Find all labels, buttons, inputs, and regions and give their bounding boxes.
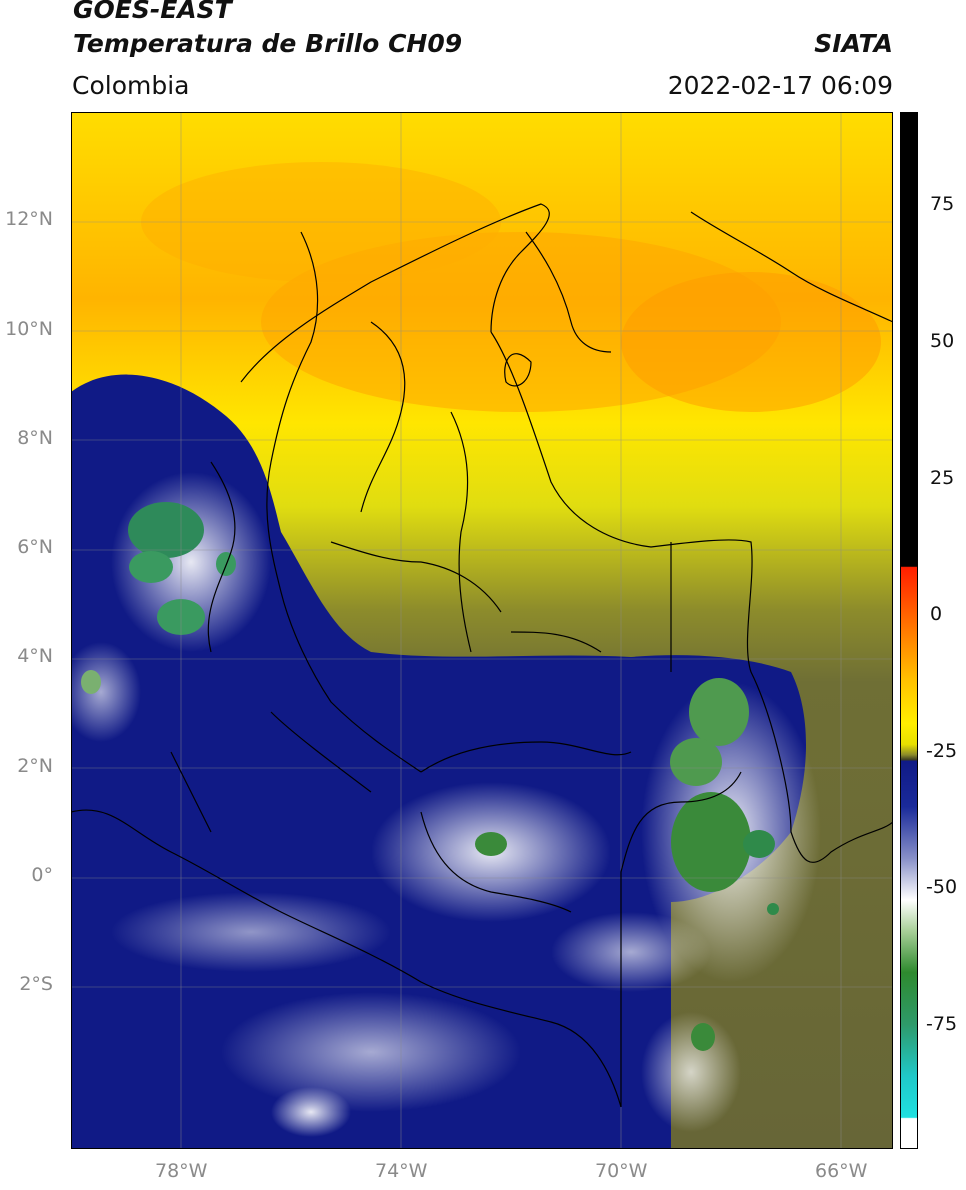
colorbar-tick-label: 50: [930, 330, 955, 352]
colorbar: [900, 112, 918, 1149]
lon-label: 78°W: [155, 1160, 208, 1182]
lat-label: 2°S: [19, 973, 53, 995]
lat-label: 0°: [31, 864, 53, 886]
map-frame: [71, 112, 893, 1149]
graticule: [71, 112, 893, 1149]
product-title: Temperatura de Brillo CH09: [73, 29, 463, 58]
cold-core: [128, 502, 204, 558]
colorbar-tick-label: 0: [930, 603, 943, 625]
lat-label: 2°N: [17, 755, 53, 777]
datetime-label: 2022-02-17 06:09: [667, 71, 893, 100]
region-label: Colombia: [72, 71, 190, 100]
lat-label: 6°N: [17, 536, 53, 558]
satellite-title: GOES-EAST: [73, 0, 232, 24]
colorbar-tick-label: 25: [930, 467, 955, 489]
satellite-map: [71, 112, 893, 1149]
lat-label: 4°N: [17, 645, 53, 667]
lat-label: 12°N: [5, 208, 53, 230]
organization-label: SIATA: [814, 29, 893, 58]
colorbar-tick-label: -25: [926, 740, 958, 762]
lat-label: 10°N: [5, 318, 53, 340]
country-borders: [71, 203, 893, 1108]
lat-label: 8°N: [17, 427, 53, 449]
colorbar-tick-label: -75: [926, 1013, 958, 1035]
lon-label: 74°W: [375, 1160, 428, 1182]
lon-label: 66°W: [815, 1160, 868, 1182]
lon-label: 70°W: [595, 1160, 648, 1182]
colorbar-tick-label: -50: [926, 876, 958, 898]
colorbar-tick-label: 75: [930, 193, 955, 215]
